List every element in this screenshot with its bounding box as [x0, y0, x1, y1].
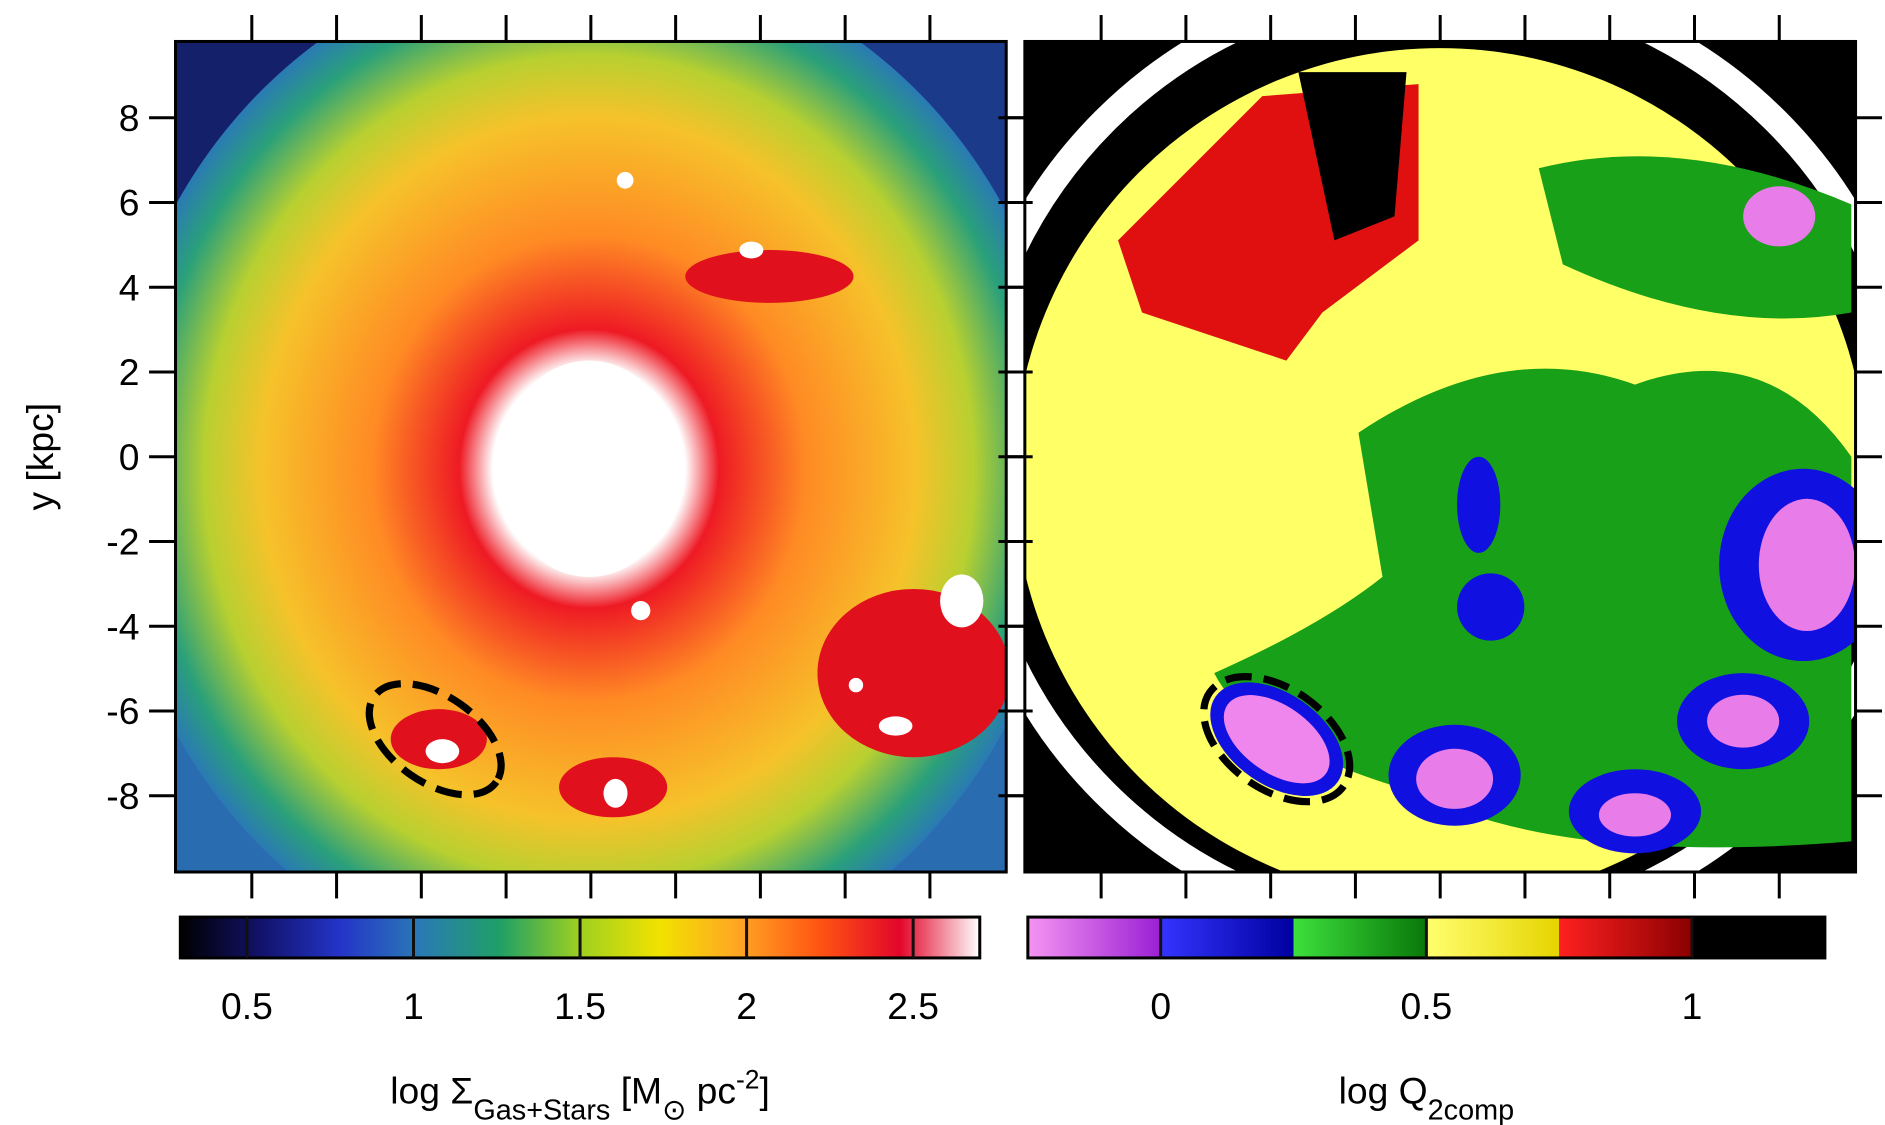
y-tick-label: 6 [119, 182, 140, 224]
y-tick-label: 8 [119, 97, 140, 139]
colorbar-tick-label: 1.5 [554, 985, 606, 1027]
colorbar-tick-label: 1 [1682, 985, 1703, 1027]
colorbar-label-part: ] [759, 1069, 769, 1111]
colorbar-label-part: log Q [1339, 1069, 1428, 1111]
colorbar-label-part: ⊙ [662, 1094, 686, 1125]
colorbar-label-part: 2comp [1428, 1094, 1515, 1125]
y-tick-label: 4 [119, 266, 140, 308]
colorbar-label-part: Gas+Stars [473, 1094, 610, 1125]
colorbar-tick-label: 2 [736, 985, 757, 1027]
y-tick-label: -6 [106, 690, 139, 732]
y-tick-label: -4 [106, 605, 139, 647]
y-tick-label: 0 [119, 436, 140, 478]
y-tick-label: -8 [106, 775, 139, 817]
y-tick-label: -2 [106, 521, 139, 563]
y-axis-label: y [kpc] [19, 403, 61, 511]
toomre-q-map [965, 0, 1885, 931]
colorbar-tick-label: 0.5 [1400, 985, 1452, 1027]
colorbar-label-part: [M [610, 1069, 662, 1111]
y-tick-label: 2 [119, 351, 140, 393]
colorbar-label-part: -2 [736, 1064, 760, 1094]
colorbar-tick-label: 1 [403, 985, 424, 1027]
colorbar-tick-label: 2.5 [887, 985, 939, 1027]
colorbar-tick-label: 0 [1150, 985, 1171, 1027]
colorbar-tick-label: 0.5 [221, 985, 273, 1027]
colorbar-label: log ΣGas+Stars [M⊙ pc-2] [390, 1064, 770, 1125]
colorbar-label-part: pc [686, 1069, 736, 1111]
colorbar-label: log Q2comp [1339, 1069, 1515, 1125]
colorbar-label-part: log Σ [390, 1069, 473, 1111]
